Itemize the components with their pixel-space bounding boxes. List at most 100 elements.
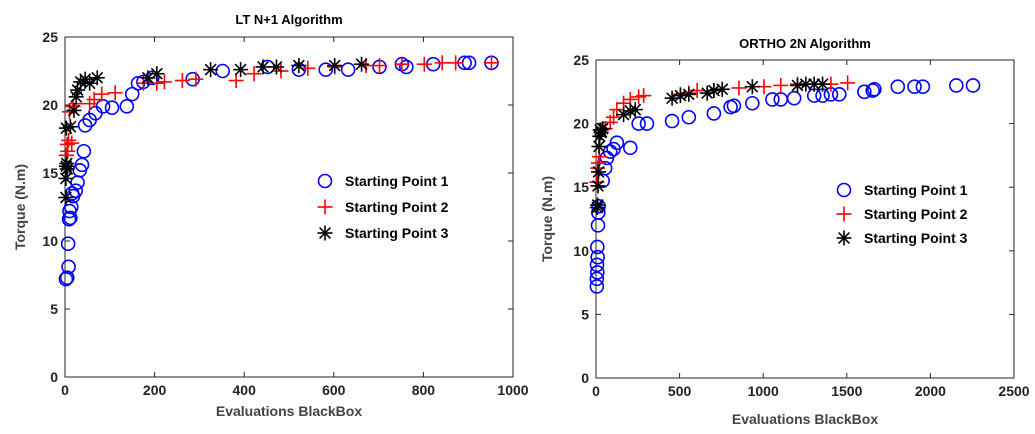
data-point-series-1 (399, 59, 414, 75)
tick-labels-right: 0 500 1000 1500 2000 2500 0 5 10 15 20 25 (573, 52, 1029, 399)
x-axis-label-left: Evaluations BlackBox (216, 403, 362, 419)
x-tick-label: 0 (592, 383, 600, 399)
data-marks-right (589, 75, 981, 294)
data-point-series-2 (840, 75, 856, 91)
data-point-series-1 (786, 90, 802, 106)
data-point-series-1 (831, 87, 847, 102)
data-point-series-2 (300, 60, 316, 76)
y-tick-label: 0 (581, 370, 589, 386)
data-point-series-1 (681, 109, 697, 125)
data-point-series-1 (706, 106, 722, 121)
data-point-series-2 (731, 80, 747, 96)
data-point-series-1 (745, 95, 760, 111)
legend-marker-series-2 (317, 199, 333, 215)
data-point-series-2 (371, 58, 387, 74)
data-point-series-3 (627, 102, 643, 118)
data-point-series-3 (233, 62, 249, 78)
data-point-series-2 (606, 109, 622, 125)
data-point-series-1 (591, 198, 606, 214)
data-point-series-3 (354, 56, 370, 72)
y-axis-label-right: Torque (N.m) (539, 176, 555, 262)
x-tick-label: 0 (61, 382, 69, 398)
data-point-series-1 (631, 116, 646, 131)
legend-label-series-1: Starting Point 1 (345, 173, 449, 189)
legend-left: Starting Point 1 Starting Point 2 Starting… (317, 173, 449, 241)
data-point-series-1 (589, 279, 605, 294)
y-tick-label: 10 (42, 233, 58, 249)
data-point-series-2 (156, 74, 172, 90)
legend-label-series-2: Starting Point 2 (864, 206, 968, 222)
data-point-series-1 (589, 271, 605, 287)
legend-marker-series-1 (317, 173, 333, 189)
data-point-series-2 (448, 55, 464, 71)
data-point-series-2 (86, 92, 102, 108)
data-point-series-3 (58, 189, 74, 205)
data-point-series-1 (664, 113, 680, 129)
legend-right: Starting Point 1 Starting Point 2 Starting… (836, 182, 968, 246)
data-point-series-2 (107, 85, 123, 101)
data-point-series-1 (949, 78, 964, 93)
legend-marker-series-3 (836, 230, 852, 246)
data-point-series-2 (636, 88, 652, 104)
x-axis-label-right: Evaluations BlackBox (732, 411, 878, 427)
data-point-series-3 (327, 58, 343, 74)
data-point-series-1 (215, 63, 230, 79)
tick-labels-left: 0 200 400 600 800 1000 0 5 10 15 20 25 (42, 29, 528, 398)
y-tick-label: 15 (573, 179, 589, 195)
data-point-series-3 (590, 178, 606, 194)
x-tick-label: 2000 (915, 383, 946, 399)
data-point-series-1 (74, 157, 90, 173)
data-point-series-1 (590, 239, 605, 255)
plot-area-left (64, 36, 514, 378)
data-point-series-3 (291, 58, 307, 74)
data-point-series-1 (890, 79, 906, 95)
data-point-series-3 (681, 86, 697, 102)
data-point-series-1 (68, 183, 84, 198)
data-point-series-3 (714, 81, 730, 97)
data-point-series-3 (798, 76, 814, 92)
y-tick-label: 10 (573, 243, 589, 259)
chart-title-right: ORTHO 2N Algorithm (739, 36, 871, 51)
legend-label-series-3: Starting Point 3 (864, 230, 968, 246)
data-point-series-2 (773, 77, 789, 93)
x-tick-label: 800 (412, 382, 436, 398)
legend-marker-series-3 (317, 225, 333, 241)
y-axis-label-left: Torque (N.m) (12, 164, 28, 250)
x-tick-label: 600 (322, 382, 346, 398)
data-point-series-2 (61, 132, 77, 148)
data-point-series-2 (394, 56, 410, 72)
legend-marker-series-1 (836, 182, 852, 198)
y-tick-label: 5 (50, 301, 58, 317)
data-point-series-2 (434, 55, 450, 71)
data-marks-left (58, 55, 499, 287)
data-point-series-1 (76, 143, 92, 159)
data-point-series-1 (340, 62, 356, 77)
data-point-series-1 (865, 83, 881, 98)
data-point-series-3 (255, 59, 271, 75)
data-point-series-3 (590, 197, 606, 213)
y-tick-label: 0 (50, 369, 58, 385)
data-point-series-3 (82, 75, 98, 91)
x-tick-label: 2500 (998, 383, 1029, 399)
data-point-series-2 (483, 55, 499, 71)
y-tick-label: 25 (573, 52, 589, 68)
x-tick-label: 1000 (497, 382, 528, 398)
data-point-series-1 (318, 62, 334, 77)
data-point-series-1 (609, 135, 625, 150)
y-tick-label: 20 (573, 116, 589, 132)
data-point-series-1 (95, 99, 111, 114)
data-point-series-1 (589, 257, 605, 273)
data-point-series-3 (592, 122, 608, 138)
data-point-series-1 (590, 249, 605, 265)
data-point-series-2 (228, 73, 244, 89)
data-point-series-3 (595, 121, 611, 137)
data-point-series-1 (765, 92, 780, 107)
data-point-series-1 (119, 99, 135, 114)
data-point-series-3 (59, 161, 75, 177)
data-point-series-2 (246, 66, 262, 82)
data-point-series-1 (63, 210, 78, 226)
x-tick-label: 200 (143, 382, 167, 398)
data-point-series-3 (591, 138, 607, 154)
data-point-series-1 (857, 84, 872, 100)
